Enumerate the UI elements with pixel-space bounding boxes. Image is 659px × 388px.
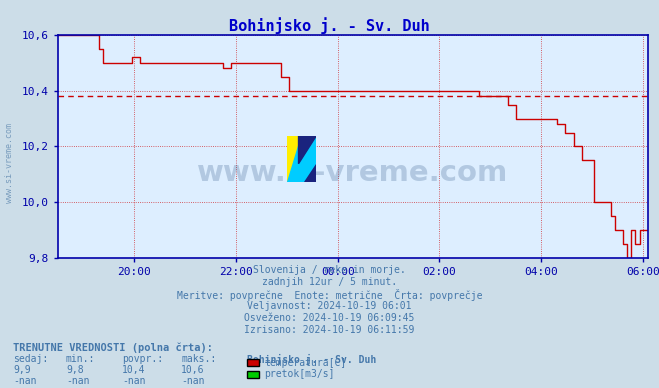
Text: Veljavnost: 2024-10-19 06:01: Veljavnost: 2024-10-19 06:01 [247, 301, 412, 311]
Polygon shape [304, 164, 316, 182]
Text: Bohinjsko j. - Sv. Duh: Bohinjsko j. - Sv. Duh [247, 354, 376, 365]
Polygon shape [287, 136, 302, 182]
Polygon shape [299, 136, 316, 164]
Text: zadnjih 12ur / 5 minut.: zadnjih 12ur / 5 minut. [262, 277, 397, 287]
Text: maks.:: maks.: [181, 354, 216, 364]
Text: www.si-vreme.com: www.si-vreme.com [197, 159, 509, 187]
Text: TRENUTNE VREDNOSTI (polna črta):: TRENUTNE VREDNOSTI (polna črta): [13, 342, 213, 353]
Text: 10,4: 10,4 [122, 365, 146, 375]
Text: sedaj:: sedaj: [13, 354, 48, 364]
Text: -nan: -nan [122, 376, 146, 386]
Text: 10,6: 10,6 [181, 365, 205, 375]
Text: 9,9: 9,9 [13, 365, 31, 375]
Text: min.:: min.: [66, 354, 96, 364]
Text: Osveženo: 2024-10-19 06:09:45: Osveženo: 2024-10-19 06:09:45 [244, 313, 415, 323]
Text: www.si-vreme.com: www.si-vreme.com [5, 123, 14, 203]
Text: Meritve: povprečne  Enote: metrične  Črta: povprečje: Meritve: povprečne Enote: metrične Črta:… [177, 289, 482, 301]
Text: Izrisano: 2024-10-19 06:11:59: Izrisano: 2024-10-19 06:11:59 [244, 325, 415, 335]
Text: pretok[m3/s]: pretok[m3/s] [264, 369, 335, 379]
Text: povpr.:: povpr.: [122, 354, 163, 364]
Polygon shape [287, 136, 316, 182]
Text: temperatura[C]: temperatura[C] [264, 358, 347, 368]
Text: -nan: -nan [66, 376, 90, 386]
Text: 9,8: 9,8 [66, 365, 84, 375]
Text: -nan: -nan [181, 376, 205, 386]
Text: Bohinjsko j. - Sv. Duh: Bohinjsko j. - Sv. Duh [229, 17, 430, 34]
Text: -nan: -nan [13, 376, 37, 386]
Text: Slovenija / reke in morje.: Slovenija / reke in morje. [253, 265, 406, 275]
